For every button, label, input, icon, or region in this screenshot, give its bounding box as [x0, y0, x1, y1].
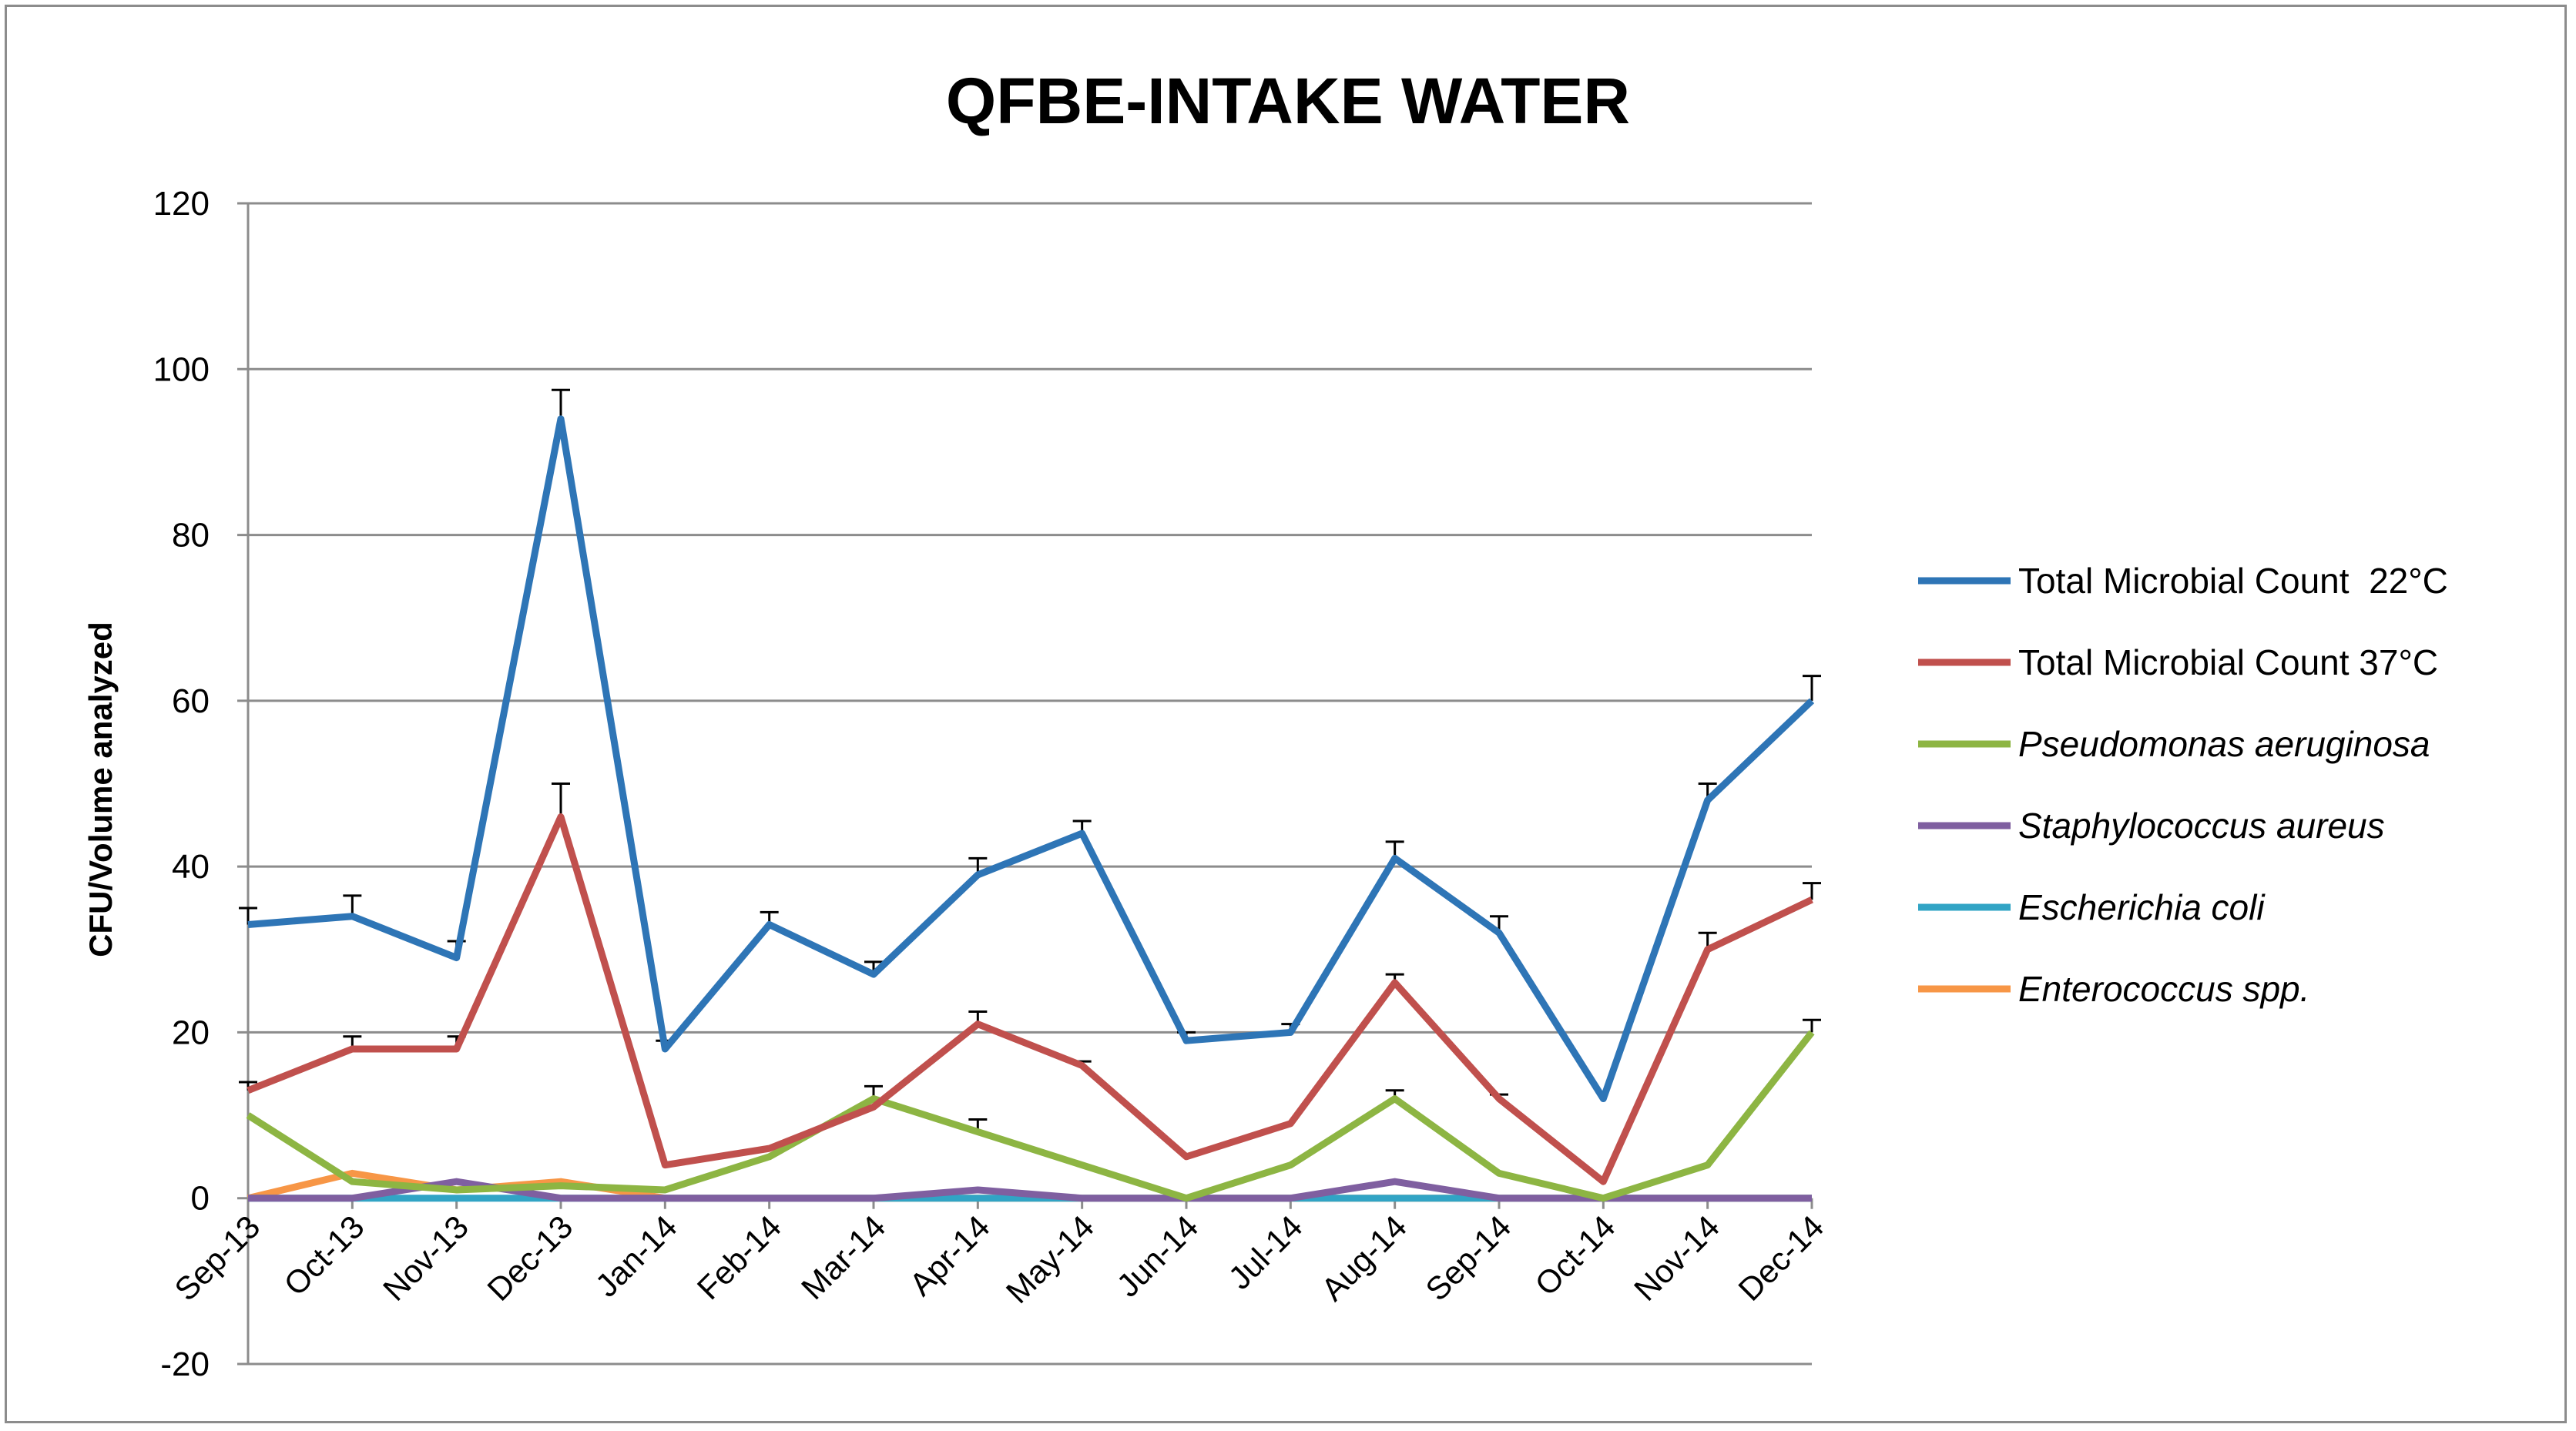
x-tick-label: Feb-14 — [690, 1208, 788, 1306]
y-tick-labels: -20 0 20 40 60 80 100 120 — [153, 185, 210, 1383]
legend-item: Pseudomonas aeruginosa — [1918, 724, 2430, 764]
x-tick-label: Mar-14 — [794, 1208, 892, 1306]
y-axis-label: CFU/Volume analyzed — [82, 622, 119, 957]
legend-label: Pseudomonas aeruginosa — [2018, 724, 2430, 764]
legend-item: Staphylococcus aureus — [1918, 806, 2385, 846]
legend-item: Total Microbial Count 37°C — [1918, 642, 2438, 682]
x-tick-label: Jun-14 — [1109, 1208, 1205, 1304]
x-tick-label: Aug-14 — [1314, 1208, 1414, 1308]
legend-label: Total Microbial Count 37°C — [2018, 642, 2438, 682]
legend: Total Microbial Count 22°C Total Microbia… — [1918, 561, 2448, 1009]
error-bar — [552, 783, 570, 817]
y-tick-label: 80 — [172, 517, 210, 555]
x-tick-labels: Sep-13 Oct-13 Nov-13 Dec-13 Jan-14 Feb-14 Mar-… — [167, 1208, 1830, 1310]
y-tick-label: 20 — [172, 1014, 210, 1051]
legend-label: Enterococcus spp. — [2018, 969, 2309, 1009]
x-tick-label: Apr-14 — [902, 1208, 996, 1302]
y-tick-label: 60 — [172, 682, 210, 720]
y-tick-label: 40 — [172, 848, 210, 886]
error-bars — [239, 388, 1821, 1132]
x-tick-label: Jul-14 — [1222, 1208, 1310, 1296]
y-tick-label: 0 — [191, 1180, 210, 1218]
legend-label: Escherichia coli — [2018, 887, 2266, 927]
x-tick-label: Nov-14 — [1627, 1208, 1726, 1308]
x-tick-label: Sep-13 — [167, 1208, 267, 1308]
legend-item: Total Microbial Count 22°C — [1918, 561, 2448, 601]
y-tick-label: 120 — [153, 185, 210, 223]
series-line-2 — [246, 1030, 1815, 1202]
series-line-1 — [247, 813, 1813, 1185]
x-tick-label: Dec-13 — [480, 1208, 579, 1308]
legend-item: Enterococcus spp. — [1918, 969, 2309, 1009]
series-line-0 — [247, 415, 1815, 1103]
chart-title: QFBE-INTAKE WATER — [946, 65, 1630, 137]
legend-label: Total Microbial Count 22°C — [2018, 561, 2448, 601]
error-bar — [1803, 882, 1821, 900]
series-lines — [246, 415, 1815, 1202]
x-tick-label: May-14 — [999, 1208, 1101, 1310]
x-tick-label: Jan-14 — [589, 1208, 684, 1304]
x-tick-label: Oct-14 — [1528, 1208, 1622, 1302]
x-tick-label: Nov-13 — [376, 1208, 475, 1308]
x-tick-label: Oct-13 — [277, 1208, 371, 1302]
error-bar — [1803, 675, 1821, 701]
y-tick-label: 100 — [153, 350, 210, 388]
error-bar — [552, 388, 570, 419]
legend-label: Staphylococcus aureus — [2018, 806, 2385, 846]
x-tick-label: Dec-14 — [1731, 1208, 1830, 1308]
legend-item: Escherichia coli — [1918, 887, 2266, 927]
error-bar — [1803, 1018, 1821, 1033]
y-tick-label: -20 — [160, 1346, 210, 1383]
x-tick-label: Sep-14 — [1418, 1208, 1518, 1308]
